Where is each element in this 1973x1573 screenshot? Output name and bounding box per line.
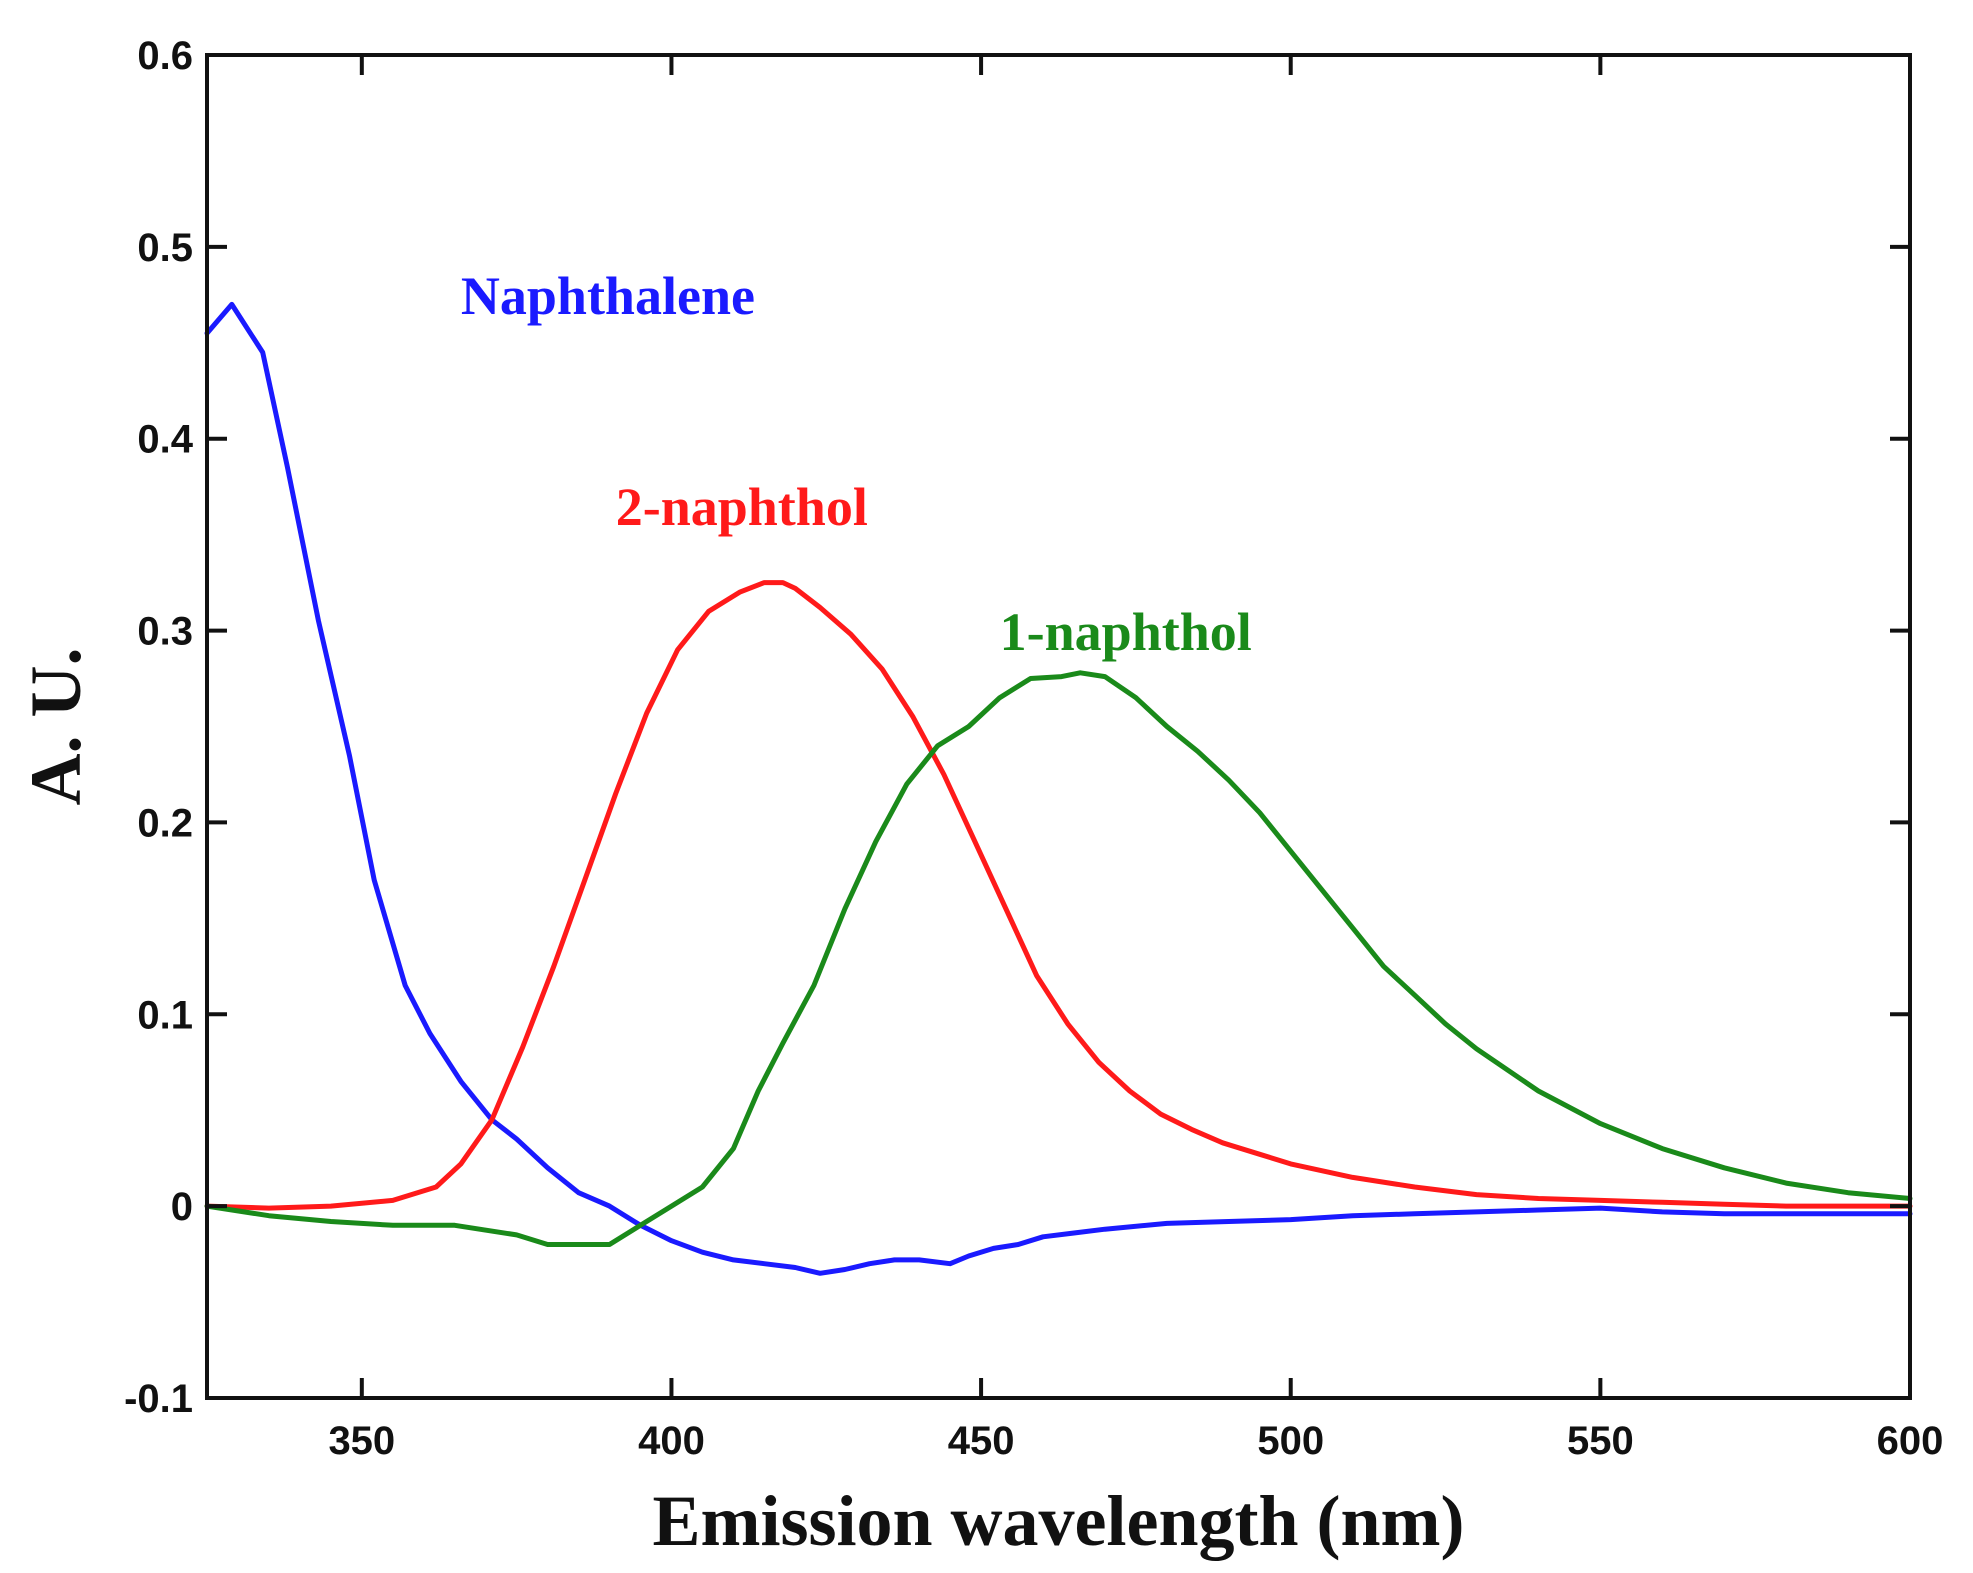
series-line-1-naphthol xyxy=(204,670,1913,1247)
y-tick-label: 0.3 xyxy=(137,610,193,654)
annotation-layer: Naphthalene 2-naphthol 1-naphthol xyxy=(461,266,1252,662)
x-tick-label: 600 xyxy=(1877,1419,1944,1463)
y-tick-label: 0.5 xyxy=(137,226,193,270)
x-tick-label: 500 xyxy=(1257,1419,1324,1463)
x-tick-label: 550 xyxy=(1567,1419,1634,1463)
y-tick-label: 0.4 xyxy=(137,418,193,462)
x-tick-label: 350 xyxy=(328,1419,395,1463)
x-tick-label: 450 xyxy=(948,1419,1015,1463)
series-line-naphthalene xyxy=(204,301,1913,1276)
y-axis-title: A. U. xyxy=(16,648,96,806)
series-line-2-naphthol xyxy=(204,580,1913,1211)
annotation-2-naphthol: 2-naphthol xyxy=(616,477,868,537)
y-tick-label: 0.2 xyxy=(137,801,193,845)
series-layer xyxy=(204,301,1913,1276)
x-axis-title: Emission wavelength (nm) xyxy=(652,1481,1464,1561)
x-tick-label: 400 xyxy=(638,1419,705,1463)
y-tick-label: -0.1 xyxy=(124,1377,193,1421)
ticks-layer: 350 400 450 500 550 600 -0.1 0 0.1 0.2 0.3 0.4 0.5 0.… xyxy=(124,34,1943,1463)
y-tick-label: 0.1 xyxy=(137,993,193,1037)
annotation-naphthalene: Naphthalene xyxy=(461,266,755,326)
plot-frame xyxy=(205,53,1912,1400)
y-tick-label: 0 xyxy=(171,1185,193,1229)
annotation-1-naphthol: 1-naphthol xyxy=(1000,602,1252,662)
y-tick-label: 0.6 xyxy=(137,34,193,78)
